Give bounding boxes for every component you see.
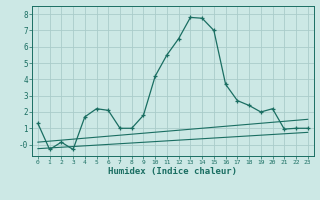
X-axis label: Humidex (Indice chaleur): Humidex (Indice chaleur)	[108, 167, 237, 176]
